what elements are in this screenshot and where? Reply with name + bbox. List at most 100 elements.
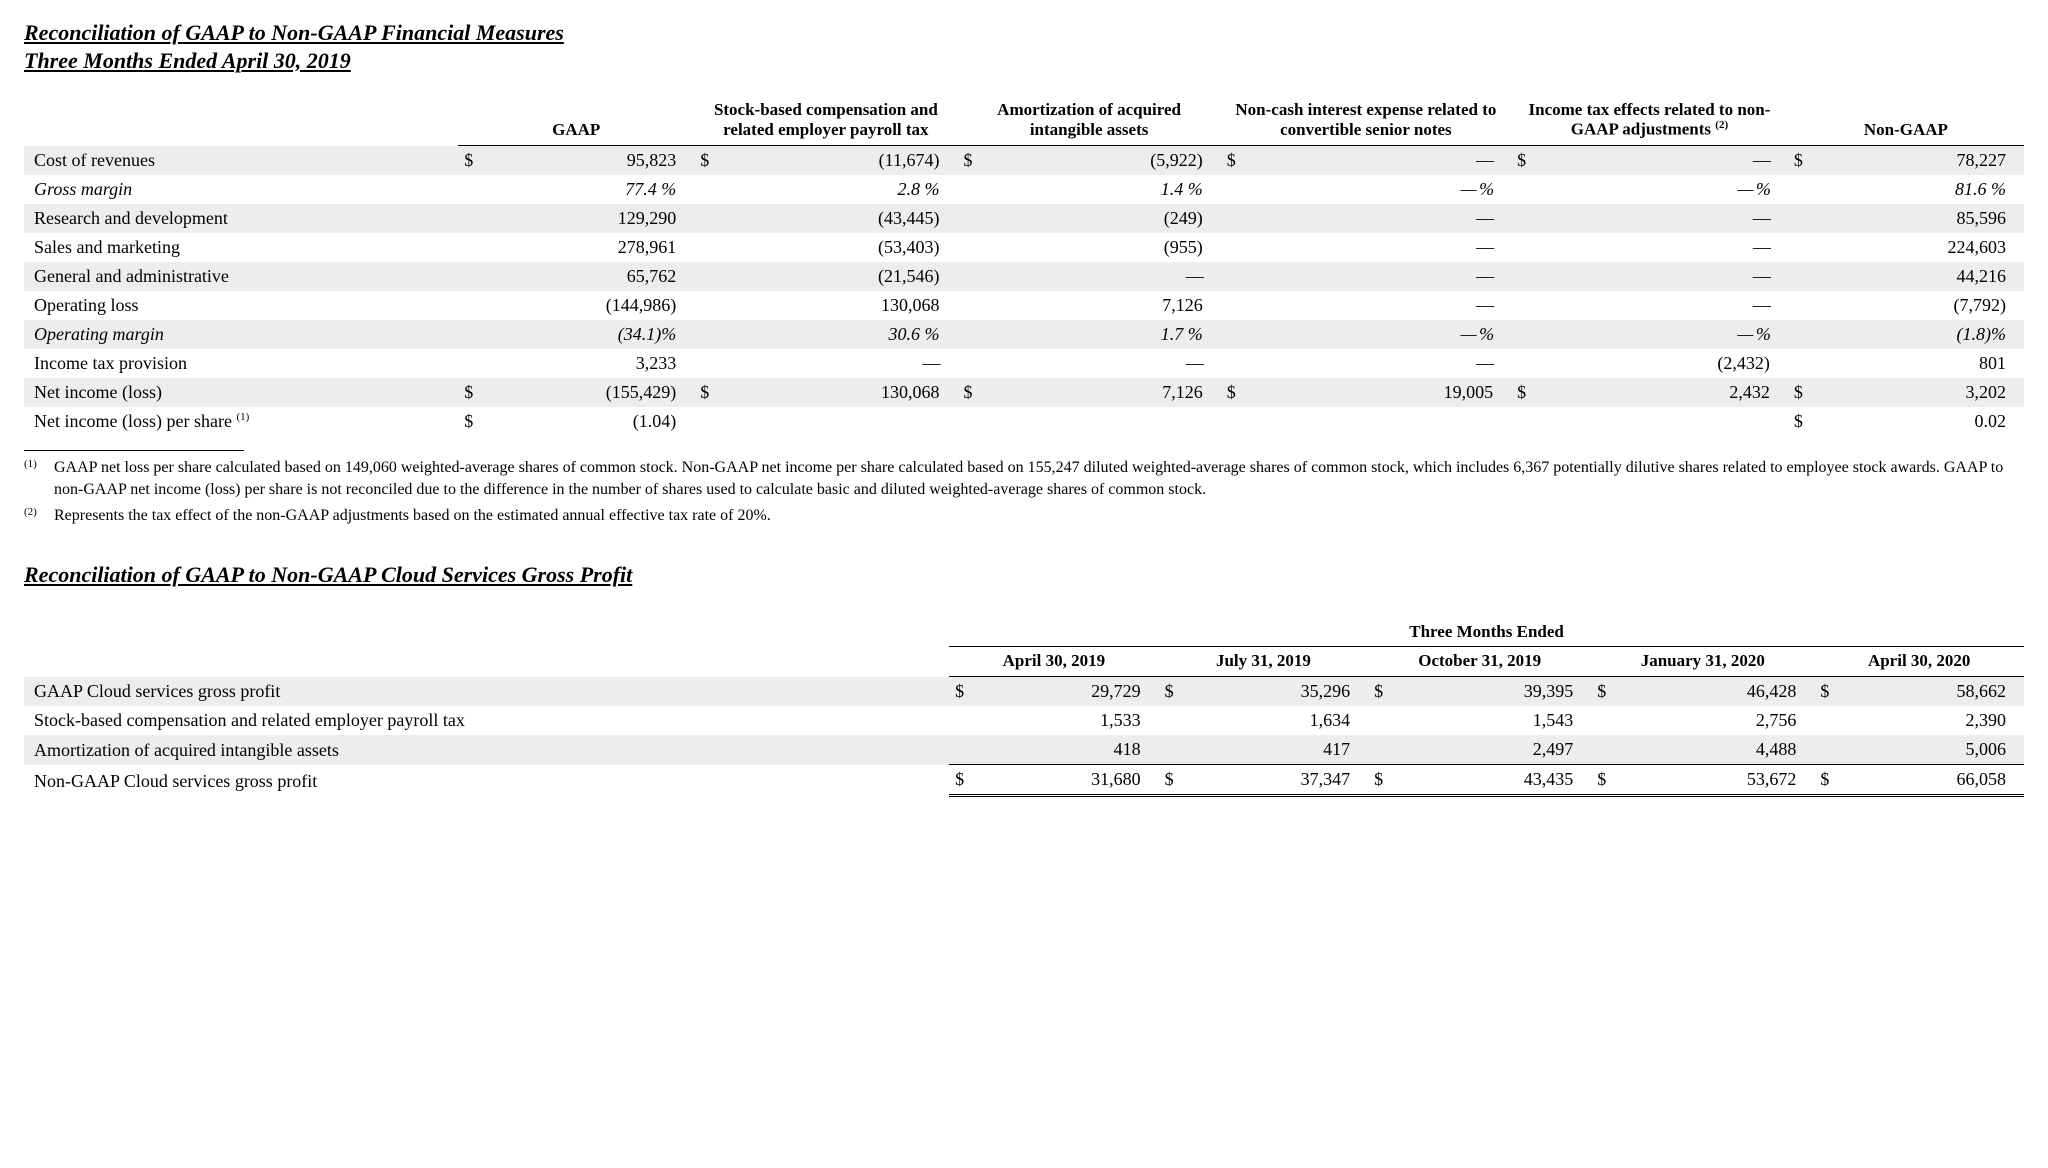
currency-symbol [694,291,727,320]
currency-symbol [458,233,491,262]
footnote-rule [24,450,244,451]
table-row: Operating margin(34.1)%30.6 %1.7 %— %— %… [24,320,2024,349]
cell-value: 5,006 [1847,735,2024,765]
footnote-2-text: Represents the tax effect of the non-GAA… [54,505,771,527]
table-row: General and administrative65,762(21,546)… [24,262,2024,291]
row-label: Cost of revenues [24,146,458,176]
currency-symbol [458,291,491,320]
table-row: Cost of revenues$95,823$(11,674)$(5,922)… [24,146,2024,176]
row-label: Operating margin [24,320,458,349]
cell-value: — % [1544,175,1788,204]
cell-value: — % [1253,175,1511,204]
currency-symbol [694,204,727,233]
cell-value: (11,674) [727,146,958,176]
table-row: Income tax provision3,233———(2,432)801 [24,349,2024,378]
currency-symbol [458,175,491,204]
cell-value: 46,428 [1624,677,1814,707]
currency-symbol: $ [1368,677,1401,707]
section-subtitle-1: Three Months Ended April 30, 2019 [24,48,2024,74]
currency-symbol: $ [1788,378,1821,407]
table-row: Gross margin77.4 %2.8 %1.4 %— %— %81.6 % [24,175,2024,204]
currency-symbol [1788,291,1821,320]
cell-value: 224,603 [1820,233,2024,262]
currency-symbol [1788,233,1821,262]
col-header-tax: Income tax effects related to non-GAAP a… [1511,96,1788,146]
cell-value: 30.6 % [727,320,958,349]
cell-value: — % [1253,320,1511,349]
currency-symbol [458,204,491,233]
currency-symbol [957,233,990,262]
currency-symbol [1788,320,1821,349]
cell-value: (144,986) [491,291,695,320]
currency-symbol [1814,706,1847,735]
cell-value: — % [1544,320,1788,349]
currency-symbol [1788,175,1821,204]
cell-value: 1,634 [1191,706,1368,735]
currency-symbol [458,320,491,349]
currency-symbol [1221,291,1254,320]
currency-symbol [1159,706,1192,735]
currency-symbol [957,291,990,320]
currency-symbol [957,349,990,378]
cell-value: 3,233 [491,349,695,378]
row-label: Gross margin [24,175,458,204]
cell-value: — [990,349,1221,378]
col-header-amort: Amortization of acquired intangible asse… [957,96,1220,146]
cell-value: — [990,262,1221,291]
row-label: General and administrative [24,262,458,291]
currency-symbol [1221,175,1254,204]
cell-value: 31,680 [982,765,1159,796]
currency-symbol [957,204,990,233]
col-header: October 31, 2019 [1368,646,1591,677]
currency-symbol [1221,320,1254,349]
cell-value: — [1544,291,1788,320]
cell-value: 1,533 [982,706,1159,735]
cell-value: 44,216 [1820,262,2024,291]
currency-symbol [1511,233,1544,262]
row-label: Income tax provision [24,349,458,378]
row-label: Operating loss [24,291,458,320]
currency-symbol [1788,349,1821,378]
table2-header-row: April 30, 2019July 31, 2019October 31, 2… [24,646,2024,677]
cell-value: — [1253,233,1511,262]
reconciliation-table-1: GAAP Stock-based compensation and relate… [24,96,2024,437]
currency-symbol [458,262,491,291]
cell-value: 77.4 % [491,175,695,204]
currency-symbol [957,262,990,291]
table-row: Non-GAAP Cloud services gross profit$31,… [24,765,2024,796]
cell-value: — [1253,204,1511,233]
cell-value: 58,662 [1847,677,2024,707]
currency-symbol [694,349,727,378]
cell-value: 1.7 % [990,320,1221,349]
currency-symbol [1511,175,1544,204]
cell-value: 35,296 [1191,677,1368,707]
row-label: Sales and marketing [24,233,458,262]
table-row: Net income (loss)$(155,429)$130,068$7,12… [24,378,2024,407]
currency-symbol [1511,204,1544,233]
row-label: Amortization of acquired intangible asse… [24,735,949,765]
cell-value: (249) [990,204,1221,233]
table-row: Research and development129,290(43,445)(… [24,204,2024,233]
currency-symbol: $ [458,378,491,407]
footnotes: (1)GAAP net loss per share calculated ba… [24,457,2024,526]
cell-value: 0.02 [1820,407,2024,436]
row-label: GAAP Cloud services gross profit [24,677,949,707]
currency-symbol: $ [458,146,491,176]
currency-symbol [1368,706,1401,735]
currency-symbol [957,320,990,349]
currency-symbol [957,175,990,204]
currency-symbol: $ [1788,146,1821,176]
currency-symbol: $ [1159,765,1192,796]
cell-value: 418 [982,735,1159,765]
cell-value: — [1253,146,1511,176]
cell-value: 65,762 [491,262,695,291]
col-header-sbc: Stock-based compensation and related emp… [694,96,957,146]
currency-symbol: $ [949,765,982,796]
currency-symbol: $ [949,677,982,707]
col-header-gaap: GAAP [458,96,694,146]
currency-symbol [694,175,727,204]
row-label: Stock-based compensation and related emp… [24,706,949,735]
col-header-nongaap: Non-GAAP [1788,96,2024,146]
currency-symbol: $ [694,146,727,176]
cell-value: 417 [1191,735,1368,765]
